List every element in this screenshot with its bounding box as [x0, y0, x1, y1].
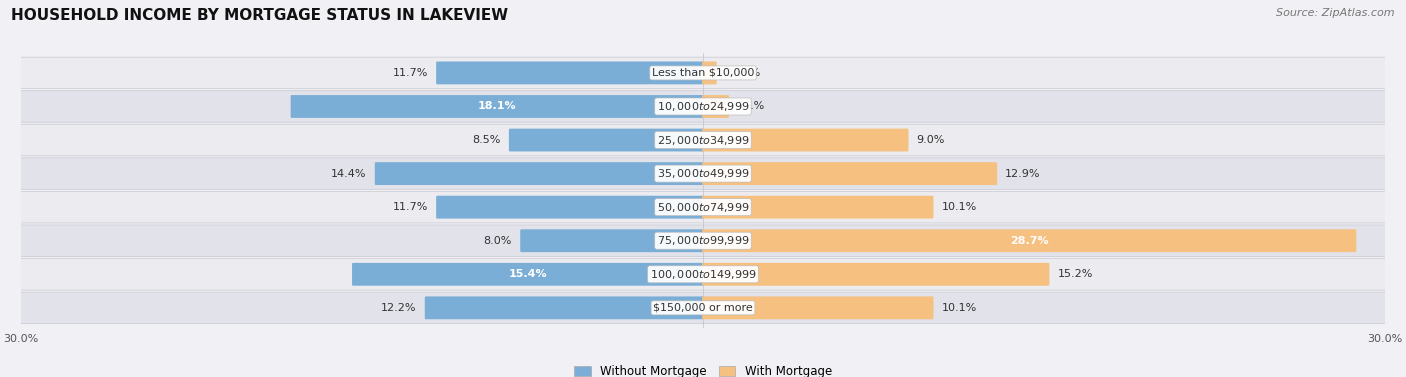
Text: 10.1%: 10.1%: [942, 303, 977, 313]
Text: 8.0%: 8.0%: [484, 236, 512, 246]
FancyBboxPatch shape: [21, 91, 1385, 122]
FancyBboxPatch shape: [21, 158, 1385, 189]
Text: HOUSEHOLD INCOME BY MORTGAGE STATUS IN LAKEVIEW: HOUSEHOLD INCOME BY MORTGAGE STATUS IN L…: [11, 8, 509, 23]
Text: 11.7%: 11.7%: [392, 202, 427, 212]
FancyBboxPatch shape: [702, 95, 728, 118]
Text: $100,000 to $149,999: $100,000 to $149,999: [650, 268, 756, 281]
FancyBboxPatch shape: [21, 225, 1385, 256]
Text: 0.56%: 0.56%: [725, 68, 761, 78]
Text: Source: ZipAtlas.com: Source: ZipAtlas.com: [1277, 8, 1395, 18]
Text: 15.2%: 15.2%: [1057, 269, 1092, 279]
Text: $10,000 to $24,999: $10,000 to $24,999: [657, 100, 749, 113]
FancyBboxPatch shape: [520, 229, 704, 252]
FancyBboxPatch shape: [509, 129, 704, 152]
Text: 8.5%: 8.5%: [472, 135, 501, 145]
FancyBboxPatch shape: [21, 292, 1385, 323]
Text: $35,000 to $49,999: $35,000 to $49,999: [657, 167, 749, 180]
Text: 9.0%: 9.0%: [917, 135, 945, 145]
Text: $75,000 to $99,999: $75,000 to $99,999: [657, 234, 749, 247]
FancyBboxPatch shape: [425, 296, 704, 319]
Text: $150,000 or more: $150,000 or more: [654, 303, 752, 313]
FancyBboxPatch shape: [21, 259, 1385, 290]
FancyBboxPatch shape: [702, 196, 934, 219]
FancyBboxPatch shape: [21, 124, 1385, 156]
Text: 10.1%: 10.1%: [942, 202, 977, 212]
FancyBboxPatch shape: [291, 95, 704, 118]
FancyBboxPatch shape: [702, 162, 997, 185]
FancyBboxPatch shape: [702, 61, 717, 84]
FancyBboxPatch shape: [702, 263, 1049, 286]
Text: 14.4%: 14.4%: [330, 169, 367, 179]
Text: 11.7%: 11.7%: [392, 68, 427, 78]
Text: Less than $10,000: Less than $10,000: [652, 68, 754, 78]
Text: 18.1%: 18.1%: [478, 101, 516, 112]
Text: $50,000 to $74,999: $50,000 to $74,999: [657, 201, 749, 214]
FancyBboxPatch shape: [21, 57, 1385, 89]
Text: 12.2%: 12.2%: [381, 303, 416, 313]
Text: 1.1%: 1.1%: [737, 101, 765, 112]
FancyBboxPatch shape: [702, 296, 934, 319]
FancyBboxPatch shape: [352, 263, 704, 286]
FancyBboxPatch shape: [436, 61, 704, 84]
Text: 12.9%: 12.9%: [1005, 169, 1040, 179]
FancyBboxPatch shape: [702, 129, 908, 152]
Text: $25,000 to $34,999: $25,000 to $34,999: [657, 133, 749, 147]
FancyBboxPatch shape: [702, 229, 1357, 252]
Text: 28.7%: 28.7%: [1010, 236, 1049, 246]
Legend: Without Mortgage, With Mortgage: Without Mortgage, With Mortgage: [569, 360, 837, 377]
FancyBboxPatch shape: [21, 192, 1385, 223]
FancyBboxPatch shape: [436, 196, 704, 219]
FancyBboxPatch shape: [375, 162, 704, 185]
Text: 15.4%: 15.4%: [509, 269, 547, 279]
